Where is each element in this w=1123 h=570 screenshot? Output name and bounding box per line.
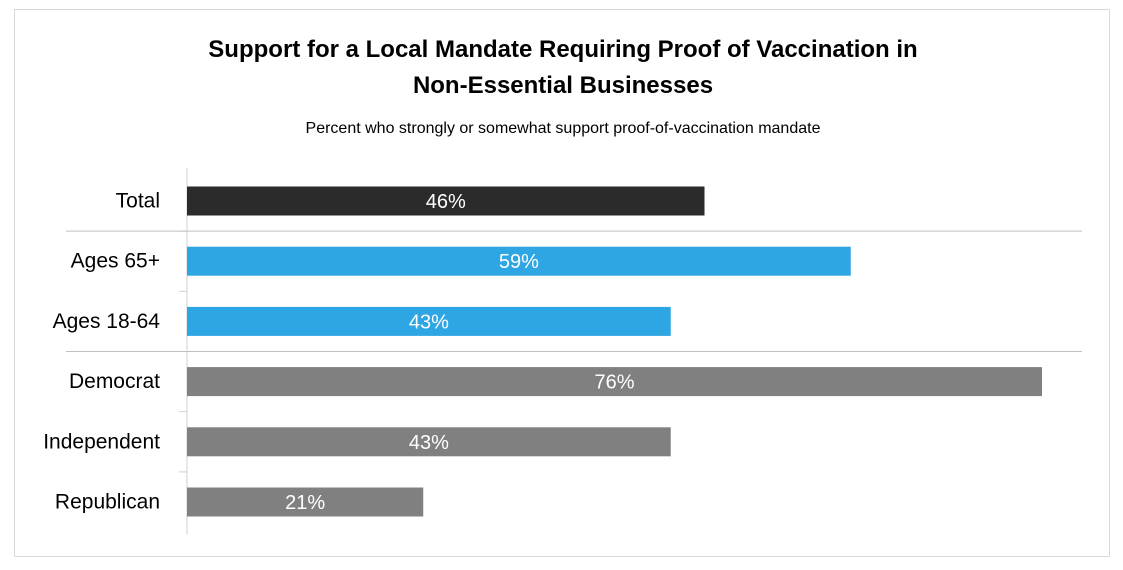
bar-data-label: 76%: [594, 372, 634, 394]
category-label: Independent: [43, 430, 160, 453]
category-label: Total: [116, 190, 160, 213]
bar: [187, 427, 671, 457]
bar-data-label: 46%: [426, 191, 466, 213]
bar-data-label: 43%: [409, 432, 449, 454]
chart-subtitle: Percent who strongly or somewhat support…: [305, 120, 821, 137]
chart-title: Support for a Local Mandate Requiring Pr…: [15, 32, 1111, 104]
bar-data-label: 21%: [285, 492, 325, 514]
bar: [187, 306, 671, 336]
chart-title-line-1: Support for a Local Mandate Requiring Pr…: [208, 36, 918, 63]
chart-frame: Support for a Local Mandate Requiring Pr…: [14, 9, 1110, 557]
bar-data-label: 43%: [409, 311, 449, 333]
category-label: Democrat: [69, 370, 160, 393]
category-label: Republican: [55, 491, 160, 514]
bar: [187, 246, 851, 276]
bar: [187, 367, 1042, 397]
bar-data-label: 59%: [499, 251, 539, 273]
category-label: Ages 18-64: [53, 310, 161, 333]
chart-title-line-2: Non-Essential Businesses: [412, 72, 714, 99]
category-label: Ages 65+: [71, 250, 160, 273]
bar: [187, 487, 424, 517]
bar: [187, 186, 705, 216]
